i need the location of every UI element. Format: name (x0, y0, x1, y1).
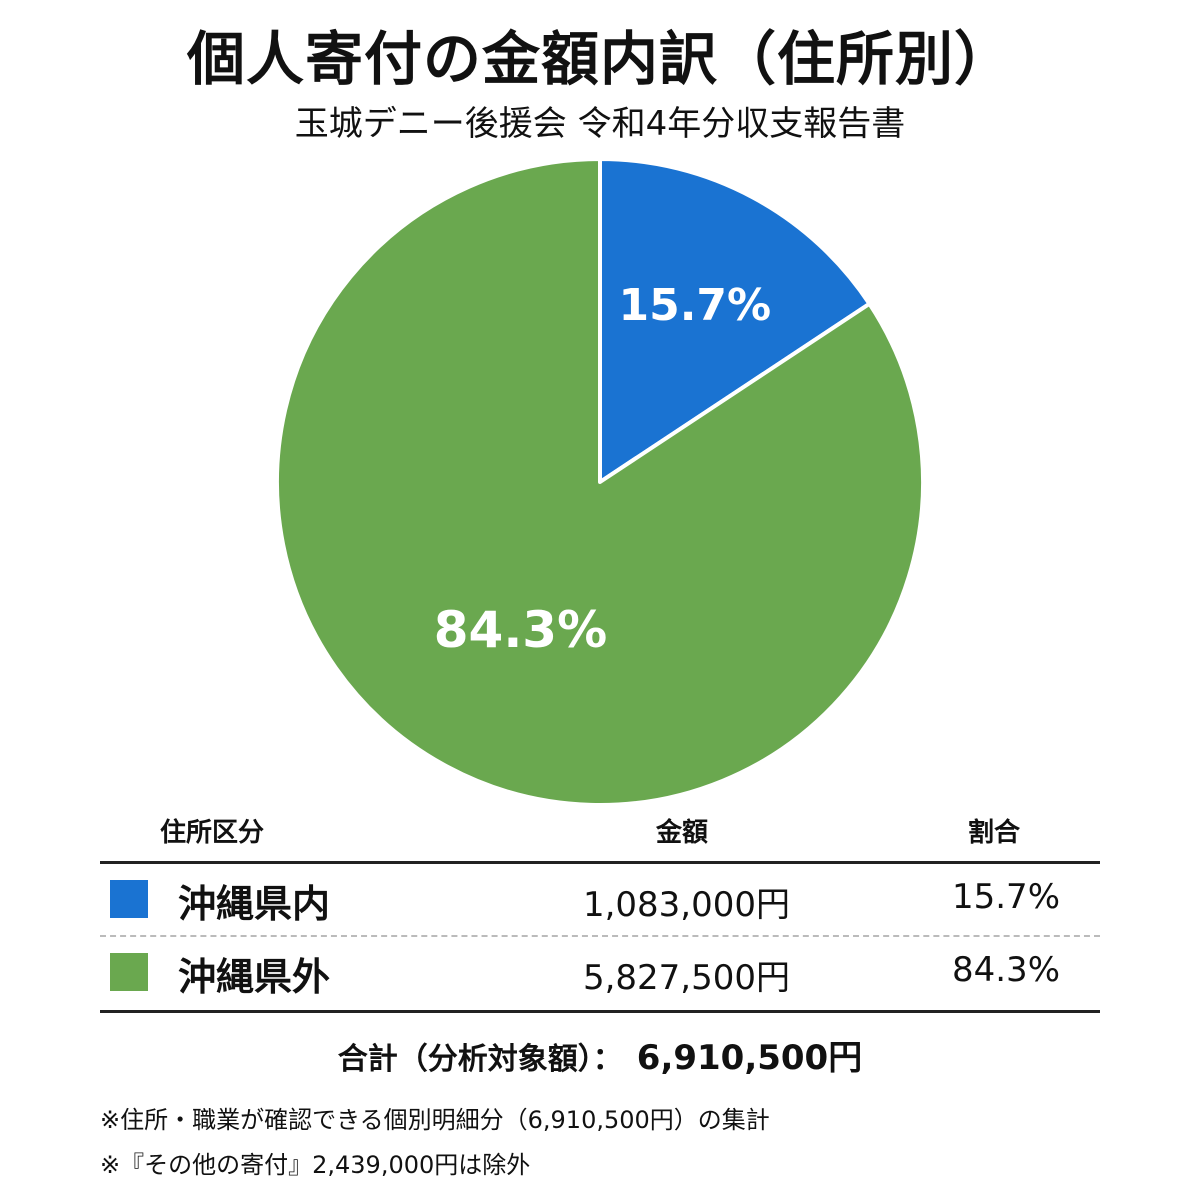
legend-swatch-inside (110, 880, 148, 918)
row-ratio: 15.7% (951, 877, 1060, 917)
chart-subtitle: 玉城デニー後援会 令和4年分収支報告書 (294, 104, 906, 144)
table-header-ratio: 割合 (968, 818, 1021, 848)
footnote: ※『その他の寄付』2,439,000円は除外 (100, 1151, 531, 1179)
table-row-divider (100, 935, 1100, 937)
chart-title: 個人寄付の金額内訳（住所別） (186, 25, 1013, 93)
pie-slice-outside-okinawa (275, 157, 925, 807)
table-row: 沖縄県外 5,827,500円 84.3% (100, 938, 1100, 1008)
row-address: 沖縄県内 (178, 882, 331, 926)
pie-slice-inside-okinawa (598, 157, 872, 484)
table-top-rule (100, 861, 1100, 864)
row-amount: 1,083,000円 (582, 885, 790, 925)
legend-swatch-outside (110, 953, 148, 991)
table-header-address: 住所区分 (160, 818, 265, 848)
pie-label-inside-okinawa: 15.7% (618, 280, 771, 331)
row-ratio: 84.3% (951, 950, 1060, 990)
row-amount: 5,827,500円 (582, 958, 790, 998)
total-label: 合計（分析対象額）： (337, 1042, 623, 1077)
footnote: ※住所・職業が確認できる個別明細分（6,910,500円）の集計 (100, 1106, 770, 1134)
table-bottom-rule (100, 1010, 1100, 1013)
table-row: 沖縄県内 1,083,000円 15.7% (100, 865, 1100, 935)
pie-label-outside-okinawa: 84.3% (434, 601, 607, 659)
total-line: 合計（分析対象額）： 6,910,500円 (0, 1030, 1200, 1079)
row-address: 沖縄県外 (178, 955, 331, 999)
total-value: 6,910,500円 (636, 1038, 863, 1078)
table-header-amount: 金額 (655, 818, 708, 848)
